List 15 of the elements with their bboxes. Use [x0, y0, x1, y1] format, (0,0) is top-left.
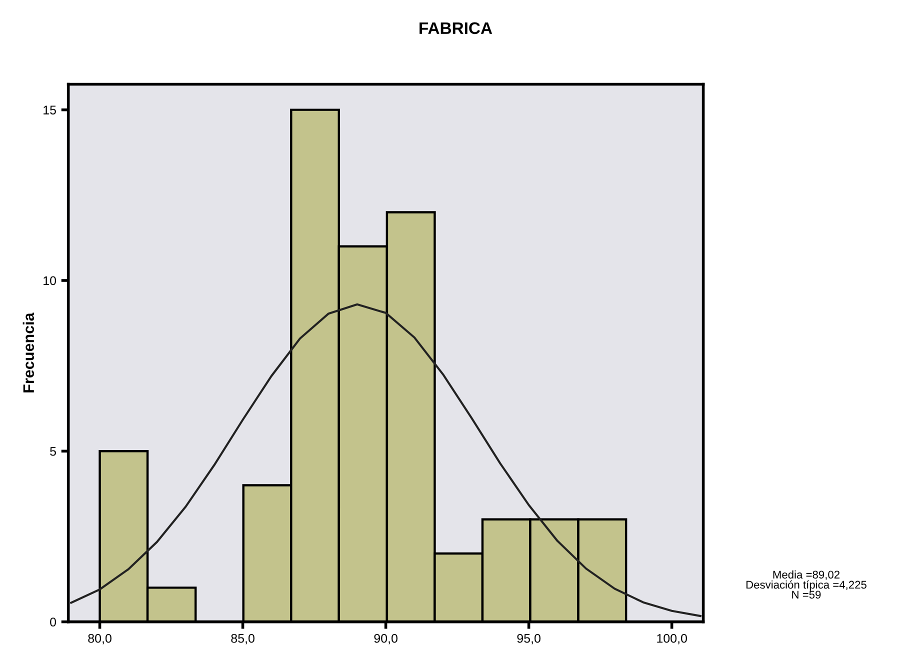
y-tick-label: 15 [44, 106, 56, 114]
text: N =59 [792, 590, 821, 599]
y-tick-label: 10 [44, 276, 56, 286]
x-tick-label: 80,0 [88, 634, 112, 644]
text: Desviación típica =4,225 [746, 580, 866, 591]
x-tick-label: 100,0 [657, 634, 687, 644]
x-tick-label: 95,0 [517, 634, 540, 644]
x-tick-label: 85,0 [231, 634, 254, 644]
y-tick-label: 5 [50, 447, 56, 456]
y-axis-title: Frecuencia [22, 312, 34, 392]
y-tick-label: 0 [50, 618, 56, 626]
line-series [70, 303, 702, 618]
text: Media =89,02 [773, 570, 840, 580]
x-tick-label: 90,0 [374, 634, 398, 644]
chart-title: FABRICA [420, 22, 492, 34]
